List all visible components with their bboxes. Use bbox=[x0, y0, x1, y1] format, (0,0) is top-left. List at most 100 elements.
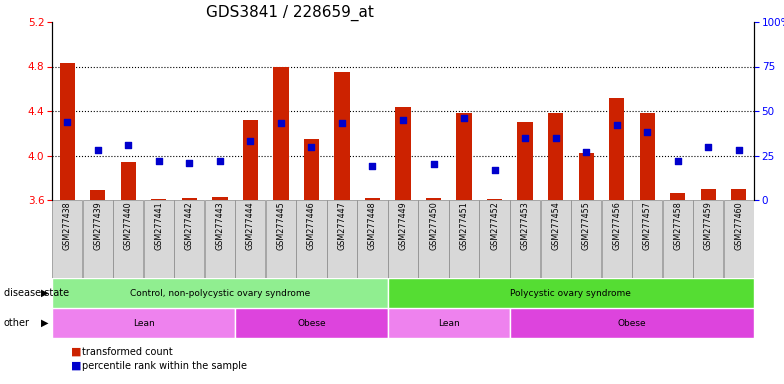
Bar bbox=[640, 113, 655, 200]
FancyBboxPatch shape bbox=[143, 200, 174, 278]
Point bbox=[183, 159, 196, 166]
Text: GSM277451: GSM277451 bbox=[459, 202, 469, 250]
Text: GSM277448: GSM277448 bbox=[368, 202, 377, 250]
Bar bbox=[121, 162, 136, 200]
Point bbox=[671, 158, 684, 164]
Text: GSM277453: GSM277453 bbox=[521, 202, 529, 250]
Point bbox=[336, 121, 348, 127]
Point bbox=[519, 135, 532, 141]
FancyBboxPatch shape bbox=[510, 200, 540, 278]
Text: Lean: Lean bbox=[132, 318, 154, 328]
FancyBboxPatch shape bbox=[510, 308, 754, 338]
Point bbox=[366, 163, 379, 169]
Text: GSM277457: GSM277457 bbox=[643, 202, 652, 250]
Text: GSM277446: GSM277446 bbox=[307, 202, 316, 250]
Text: Control, non-polycystic ovary syndrome: Control, non-polycystic ovary syndrome bbox=[129, 288, 310, 298]
Text: GSM277445: GSM277445 bbox=[277, 202, 285, 250]
Text: GSM277460: GSM277460 bbox=[735, 202, 743, 250]
FancyBboxPatch shape bbox=[388, 200, 418, 278]
Point bbox=[244, 138, 256, 144]
Bar bbox=[517, 122, 532, 200]
Bar bbox=[90, 190, 105, 200]
Point bbox=[488, 167, 501, 173]
Point bbox=[641, 129, 653, 136]
FancyBboxPatch shape bbox=[571, 200, 601, 278]
Bar bbox=[365, 198, 380, 200]
Text: GSM277452: GSM277452 bbox=[490, 202, 499, 250]
FancyBboxPatch shape bbox=[327, 200, 357, 278]
Bar bbox=[426, 198, 441, 200]
Text: other: other bbox=[4, 318, 30, 328]
Bar bbox=[456, 113, 472, 200]
FancyBboxPatch shape bbox=[358, 200, 387, 278]
Bar bbox=[731, 189, 746, 200]
Bar bbox=[334, 72, 350, 200]
Bar bbox=[701, 189, 716, 200]
FancyBboxPatch shape bbox=[724, 200, 754, 278]
Text: GSM277458: GSM277458 bbox=[673, 202, 682, 250]
Bar bbox=[60, 63, 75, 200]
Bar bbox=[274, 66, 289, 200]
Point bbox=[92, 147, 104, 153]
Text: Polycystic ovary syndrome: Polycystic ovary syndrome bbox=[510, 288, 631, 298]
FancyBboxPatch shape bbox=[480, 200, 510, 278]
Text: GSM277449: GSM277449 bbox=[398, 202, 408, 250]
Text: GSM277443: GSM277443 bbox=[216, 202, 224, 250]
Bar bbox=[182, 198, 197, 200]
FancyBboxPatch shape bbox=[174, 200, 205, 278]
Point bbox=[397, 117, 409, 123]
Text: GSM277455: GSM277455 bbox=[582, 202, 590, 250]
FancyBboxPatch shape bbox=[53, 200, 82, 278]
Bar bbox=[304, 139, 319, 200]
Bar bbox=[609, 98, 624, 200]
Point bbox=[213, 158, 226, 164]
FancyBboxPatch shape bbox=[205, 200, 235, 278]
Bar bbox=[212, 197, 227, 200]
FancyBboxPatch shape bbox=[693, 200, 724, 278]
Text: percentile rank within the sample: percentile rank within the sample bbox=[82, 361, 247, 371]
FancyBboxPatch shape bbox=[82, 200, 113, 278]
Point bbox=[550, 135, 562, 141]
Point bbox=[305, 144, 318, 150]
Point bbox=[274, 121, 287, 127]
Point bbox=[61, 119, 74, 125]
FancyBboxPatch shape bbox=[662, 200, 693, 278]
FancyBboxPatch shape bbox=[388, 308, 510, 338]
Bar bbox=[487, 199, 503, 200]
Bar bbox=[395, 106, 411, 200]
FancyBboxPatch shape bbox=[235, 200, 266, 278]
Text: GSM277442: GSM277442 bbox=[185, 202, 194, 250]
Text: GSM277456: GSM277456 bbox=[612, 202, 621, 250]
Text: GSM277454: GSM277454 bbox=[551, 202, 560, 250]
FancyBboxPatch shape bbox=[419, 200, 448, 278]
Text: GSM277444: GSM277444 bbox=[246, 202, 255, 250]
FancyBboxPatch shape bbox=[632, 200, 662, 278]
Text: Obese: Obese bbox=[618, 318, 646, 328]
Text: GSM277440: GSM277440 bbox=[124, 202, 132, 250]
Text: Lean: Lean bbox=[438, 318, 459, 328]
Point bbox=[611, 122, 623, 128]
Text: ▶: ▶ bbox=[41, 288, 48, 298]
FancyBboxPatch shape bbox=[113, 200, 143, 278]
Point bbox=[427, 161, 440, 167]
FancyBboxPatch shape bbox=[52, 308, 235, 338]
Text: GSM277438: GSM277438 bbox=[63, 202, 72, 250]
FancyBboxPatch shape bbox=[52, 278, 388, 308]
Text: GSM277447: GSM277447 bbox=[337, 202, 347, 250]
Text: GSM277459: GSM277459 bbox=[704, 202, 713, 250]
Text: GDS3841 / 228659_at: GDS3841 / 228659_at bbox=[206, 5, 374, 21]
Point bbox=[122, 142, 135, 148]
Point bbox=[702, 144, 714, 150]
Point bbox=[458, 115, 470, 121]
FancyBboxPatch shape bbox=[296, 200, 327, 278]
Text: ▶: ▶ bbox=[41, 318, 48, 328]
Bar bbox=[243, 120, 258, 200]
FancyBboxPatch shape bbox=[266, 200, 296, 278]
Text: disease state: disease state bbox=[4, 288, 69, 298]
FancyBboxPatch shape bbox=[235, 308, 388, 338]
Bar bbox=[670, 193, 685, 200]
FancyBboxPatch shape bbox=[601, 200, 632, 278]
Text: GSM277450: GSM277450 bbox=[429, 202, 438, 250]
Point bbox=[732, 147, 745, 153]
Text: ■: ■ bbox=[71, 361, 81, 371]
